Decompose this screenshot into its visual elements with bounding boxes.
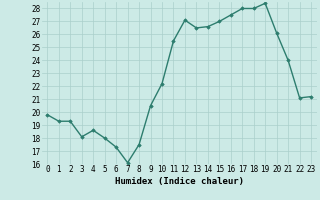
X-axis label: Humidex (Indice chaleur): Humidex (Indice chaleur) bbox=[115, 177, 244, 186]
